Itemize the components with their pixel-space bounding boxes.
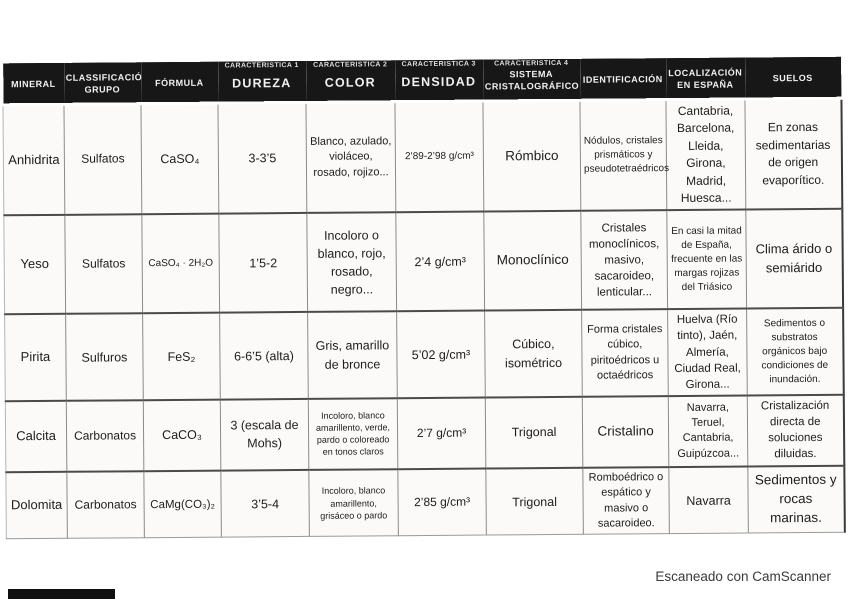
cell-densidad: 2’89-2’98 g/cm³ bbox=[394, 101, 484, 213]
cell-mineral: Calcita bbox=[5, 400, 67, 473]
column-header-dureza: CARACTERÍSTICA 1 DUREZA bbox=[217, 60, 306, 104]
scan-area: MINERAL CLASSIFICACIÓN/ GRUPO FÓRMULA CA… bbox=[2, 56, 846, 540]
cell-localizacion: Huelva (Río tinto), Jaén, Almería, Ciuda… bbox=[667, 308, 748, 396]
cell-mineral: Anhidrita bbox=[2, 104, 65, 216]
cell-sistema: Trigonal bbox=[485, 467, 584, 536]
header-row: MINERAL CLASSIFICACIÓN/ GRUPO FÓRMULA CA… bbox=[2, 56, 841, 105]
column-header-color: CARACTERÍSTICA 2 COLOR bbox=[305, 60, 395, 103]
cell-mineral: Dolomita bbox=[5, 471, 68, 540]
column-header-densidad: CARACTERÍSTICA 3 DENSIDAD bbox=[394, 59, 483, 102]
cell-identificacion: Cristales monoclínicos, masivo, sacaroid… bbox=[580, 210, 668, 311]
column-header-sistema: CARACTERÍSTICA 4 SISTEMA CRISTALOGRÁFICO bbox=[482, 58, 580, 102]
cell-sistema: Monoclínico bbox=[483, 211, 582, 311]
cell-suelos: Sedimentos o substratos orgánicos bajo c… bbox=[746, 308, 844, 396]
cell-localizacion: Navarra bbox=[668, 466, 749, 534]
cell-localizacion: Cantabria, Barcelona, Lleida, Girona, Ma… bbox=[665, 98, 746, 211]
cell-suelos: Sedimentos y rocas marinas. bbox=[747, 465, 845, 534]
cell-localizacion: En casi la mitad de España, frecuente en… bbox=[666, 209, 747, 310]
cell-localizacion: Navarra, Teruel, Cantabria, Guipúzcoa... bbox=[668, 395, 748, 467]
table-row: Yeso Sulfatos CaSO₄ · 2H₂O 1’5-2 Incolor… bbox=[3, 209, 843, 315]
column-header-label: MINERAL bbox=[11, 79, 56, 90]
column-header-mineral: MINERAL bbox=[2, 62, 64, 105]
table-row: Anhidrita Sulfatos CaSO₄ 3-3’5 Blanco, a… bbox=[2, 98, 842, 216]
cell-color: Incoloro o blanco, rojo, rosado, negro..… bbox=[306, 212, 397, 313]
column-header-caption: CARACTERÍSTICA 2 bbox=[313, 61, 388, 69]
column-header-caption: CARACTERÍSTICA 3 bbox=[401, 60, 476, 69]
column-header-label: DENSIDAD bbox=[401, 74, 477, 90]
table-row: Dolomita Carbonatos CaMg(CO₃)₂ 3’5-4 Inc… bbox=[5, 465, 845, 540]
column-header-label: SISTEMA CRISTALOGRÁFICO bbox=[484, 69, 580, 92]
cell-dureza: 3 (escala de Mohs) bbox=[220, 398, 309, 471]
cell-color: Incoloro, blanco amarillento, grisáceo o… bbox=[308, 469, 399, 537]
camscanner-logo-bar bbox=[8, 589, 115, 599]
cell-dureza: 6-6’5 (alta) bbox=[219, 312, 309, 400]
table-header: MINERAL CLASSIFICACIÓN/ GRUPO FÓRMULA CA… bbox=[2, 56, 841, 105]
cell-suelos: Cristalización directa de soluciones dil… bbox=[747, 394, 844, 467]
cell-dureza: 1’5-2 bbox=[218, 213, 308, 313]
cell-mineral: Yeso bbox=[3, 215, 66, 315]
column-header-label: COLOR bbox=[324, 75, 376, 90]
cell-grupo: Sulfatos bbox=[63, 103, 142, 216]
cell-color: Gris, amarillo de bronce bbox=[307, 311, 398, 399]
cell-grupo: Sulfuros bbox=[65, 313, 144, 401]
column-header-caption: CARACTERÍSTICA 1 bbox=[224, 61, 299, 70]
mineral-properties-table: MINERAL CLASSIFICACIÓN/ GRUPO FÓRMULA CA… bbox=[2, 56, 846, 540]
cell-grupo: Carbonatos bbox=[66, 471, 145, 539]
column-header-caption: CARACTERÍSTICA 4 bbox=[494, 59, 569, 68]
cell-identificacion: Romboédrico o espático y masivo o sacaro… bbox=[582, 466, 670, 535]
table-row: Calcita Carbonatos CaCO₃ 3 (escala de Mo… bbox=[5, 394, 844, 473]
cell-identificacion: Nódulos, cristales prismáticos y pseudot… bbox=[579, 99, 669, 212]
cell-formula: CaSO₄ · 2H₂O bbox=[141, 213, 220, 314]
cell-densidad: 5’02 g/cm³ bbox=[396, 310, 486, 399]
cell-dureza: 3-3’5 bbox=[217, 102, 307, 214]
cell-color: Blanco, azulado, violáceo, rosado, rojiz… bbox=[305, 101, 396, 214]
cell-grupo: Carbonatos bbox=[66, 400, 144, 472]
column-header-grupo: CLASSIFICACIÓN/ GRUPO bbox=[63, 62, 153, 105]
column-header-label: CLASSIFICACIÓN/ GRUPO bbox=[65, 72, 153, 95]
cell-mineral: Pirita bbox=[4, 314, 67, 402]
column-header-suelos: SUELOS bbox=[744, 56, 841, 99]
cell-identificacion: Cristalino bbox=[582, 395, 669, 468]
cell-color: Incoloro, blanco amarillento, verde, par… bbox=[308, 398, 398, 470]
cell-densidad: 2’4 g/cm³ bbox=[395, 211, 485, 312]
column-header-label: DUREZA bbox=[232, 75, 292, 91]
column-header-identificacion: IDENTIFICACIÓN bbox=[579, 58, 666, 101]
column-header-label: FÓRMULA bbox=[155, 77, 204, 89]
table-row: Pirita Sulfuros FeS₂ 6-6’5 (alta) Gris, … bbox=[4, 308, 844, 402]
column-header-label: IDENTIFICACIÓN bbox=[582, 74, 663, 85]
column-header-label: SUELOS bbox=[772, 73, 813, 84]
cell-formula: CaSO₄ bbox=[140, 103, 219, 215]
cell-sistema: Cúbico, isométrico bbox=[484, 310, 583, 398]
cell-densidad: 2’85 g/cm³ bbox=[397, 468, 487, 537]
column-header-label: LOCALIZACIÓN EN ESPAÑA bbox=[668, 67, 743, 91]
cell-suelos: Clima árido o semiárido bbox=[745, 209, 843, 309]
cell-formula: FeS₂ bbox=[142, 312, 221, 401]
cell-sistema: Trigonal bbox=[485, 396, 583, 469]
cell-suelos: En zonas sedimentarias de origen evaporí… bbox=[744, 98, 842, 210]
cell-grupo: Sulfatos bbox=[64, 214, 143, 315]
table-body: Anhidrita Sulfatos CaSO₄ 3-3’5 Blanco, a… bbox=[2, 98, 845, 540]
cell-identificacion: Forma cristales cúbico, piritoédricos u … bbox=[581, 309, 669, 397]
cell-formula: CaMg(CO₃)₂ bbox=[143, 470, 222, 539]
cell-dureza: 3’5-4 bbox=[220, 469, 310, 538]
cell-formula: CaCO₃ bbox=[143, 399, 221, 472]
camscanner-watermark: Escaneado con CamScanner bbox=[655, 569, 831, 584]
column-header-formula: FÓRMULA bbox=[140, 61, 218, 104]
cell-sistema: Rómbico bbox=[482, 100, 581, 212]
cell-densidad: 2’7 g/cm³ bbox=[397, 397, 486, 470]
column-header-localizacion: LOCALIZACIÓN EN ESPAÑA bbox=[665, 57, 745, 100]
